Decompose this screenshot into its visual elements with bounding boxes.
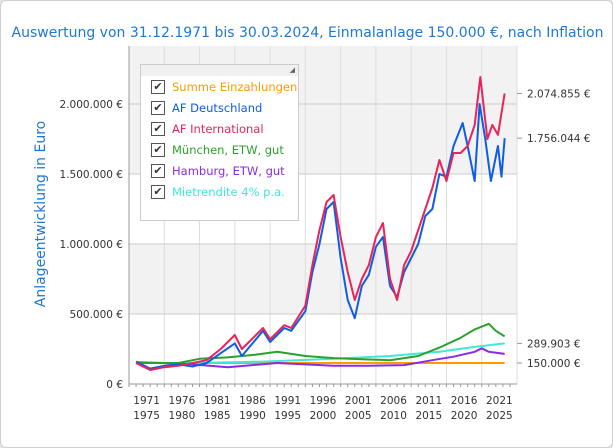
checkbox-checked-icon[interactable]: ✔: [151, 163, 165, 178]
x-tick-label: 2020: [451, 410, 478, 422]
x-tick-label: 2025: [486, 410, 513, 422]
end-value-label: 289.903 €: [527, 338, 580, 350]
legend-header[interactable]: ◢: [141, 65, 298, 76]
checkbox-checked-icon[interactable]: ✔: [151, 184, 165, 199]
legend-item[interactable]: ✔ Hamburg, ETW, gut: [151, 160, 298, 181]
series-line-5: [135, 75, 506, 371]
legend-item[interactable]: ✔ AF Deutschland: [151, 97, 298, 118]
legend-label: AF International: [172, 121, 264, 136]
legend: ◢ ✔ Summe Einzahlungen ✔ AF Deutschland ✔ AF …: [140, 64, 299, 221]
series-line-2: [136, 347, 505, 369]
legend-label: Hamburg, ETW, gut: [172, 163, 285, 178]
x-tick-label: 1995: [274, 410, 301, 422]
x-tick-label: 1990: [239, 410, 266, 422]
x-tick-label: 1996: [310, 395, 337, 407]
resize-grip-icon[interactable]: ◢: [289, 66, 295, 74]
legend-label: Summe Einzahlungen: [172, 79, 298, 94]
grid-band: [129, 244, 517, 314]
x-tick-label: 1976: [169, 395, 196, 407]
legend-label: München, ETW, gut: [172, 142, 284, 157]
x-tick-label: 2005: [345, 410, 372, 422]
x-tick-label: 2015: [415, 410, 442, 422]
legend-item[interactable]: ✔ München, ETW, gut: [151, 139, 298, 160]
end-value-label: 2.074.855 €: [527, 89, 590, 101]
x-tick-label: 2000: [310, 410, 337, 422]
checkbox-checked-icon[interactable]: ✔: [151, 100, 165, 115]
chart-title: Auswertung von 31.12.1971 bis 30.03.2024…: [11, 25, 604, 41]
y-tick-label: 1.500.000 €: [60, 169, 123, 181]
x-tick-label: 1980: [169, 410, 196, 422]
x-tick-label: 2011: [415, 395, 442, 407]
series-line-3: [136, 322, 506, 364]
y-tick-label: 1.000.000 €: [60, 239, 123, 251]
end-value-label: 150.000 €: [527, 358, 580, 370]
legend-label: AF Deutschland: [172, 100, 263, 115]
checkbox-checked-icon[interactable]: ✔: [151, 142, 165, 157]
legend-item[interactable]: ✔ Summe Einzahlungen: [151, 76, 298, 97]
x-tick-label: 1986: [239, 395, 266, 407]
x-tick-label: 2010: [380, 410, 407, 422]
x-tick-label: 1975: [133, 410, 160, 422]
x-tick-label: 2006: [380, 395, 407, 407]
x-tick-label: 2016: [451, 395, 478, 407]
x-tick-label: 1971: [133, 395, 160, 407]
legend-item[interactable]: ✔ AF International: [151, 118, 298, 139]
checkbox-checked-icon[interactable]: ✔: [151, 121, 165, 136]
legend-item[interactable]: ✔ Mietrendite 4% p.a.: [151, 181, 298, 202]
y-tick-label: 2.000.000 €: [60, 99, 123, 111]
x-tick-label: 1985: [204, 410, 231, 422]
y-tick-label: 0 €: [106, 379, 123, 391]
end-value-label: 1.756.044 €: [527, 133, 590, 145]
y-tick-label: 500.000 €: [70, 309, 123, 321]
checkbox-checked-icon[interactable]: ✔: [151, 79, 165, 94]
series-line-4: [135, 103, 506, 370]
x-tick-label: 2001: [345, 395, 372, 407]
x-tick-label: 1981: [204, 395, 231, 407]
x-tick-label: 1991: [274, 395, 301, 407]
x-tick-label: 2021: [486, 395, 513, 407]
legend-label: Mietrendite 4% p.a.: [172, 184, 285, 199]
